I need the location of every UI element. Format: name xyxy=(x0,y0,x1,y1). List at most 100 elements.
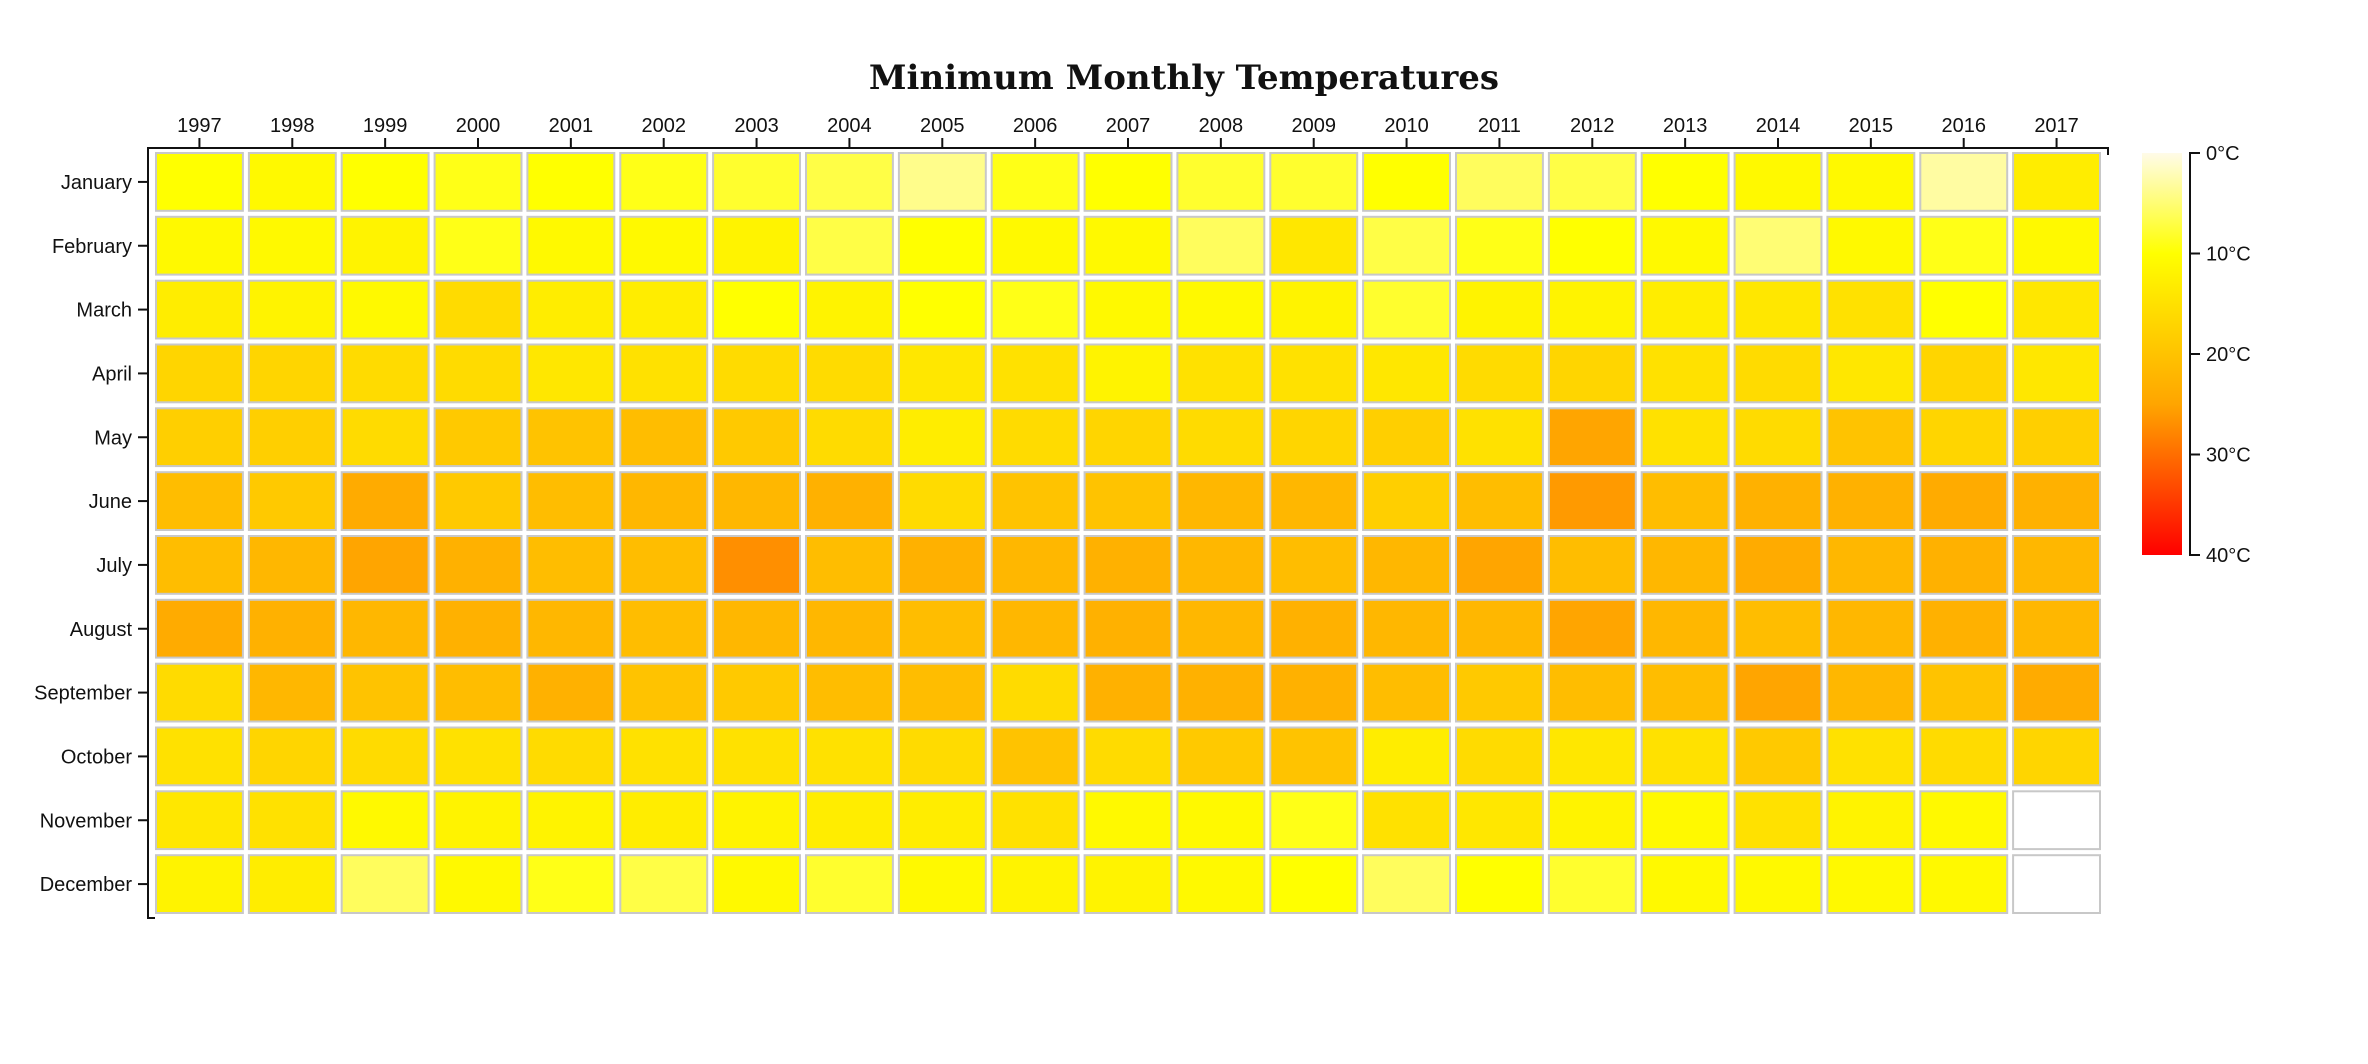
heatmap-cell: November 2007: 11°C xyxy=(1083,790,1173,851)
heatmap-cell: October 2000: 15°C xyxy=(433,726,523,787)
heatmap-cell: November 2009: 9°C xyxy=(1269,790,1359,851)
heatmap-cell: September 2003: 19°C xyxy=(712,662,801,723)
heatmap-cell: February 2016: 9°C xyxy=(1919,215,2009,276)
heatmap-cell: May 2017: 18°C xyxy=(2012,407,2101,468)
heatmap-cell: February 1998: 11°C xyxy=(247,215,337,276)
heatmap-cell: September 2009: 23°C xyxy=(1269,662,1359,723)
x-tick-label: 2006 xyxy=(1013,115,1058,137)
y-tick-label: October xyxy=(61,746,132,768)
heatmap-cell: March 1998: 12°C xyxy=(247,279,337,340)
heatmap-cell: June 2011: 21°C xyxy=(1455,471,1544,532)
heatmap-cell: June 2005: 16°C xyxy=(897,471,987,532)
heatmap-cell: August 2007: 23°C xyxy=(1083,598,1173,659)
x-tick-label: 2016 xyxy=(1941,115,1986,137)
heatmap-cell: July 2017: 22°C xyxy=(2012,535,2101,595)
heatmap-cell: September 2014: 25°C xyxy=(1733,662,1823,723)
heatmap-cell: January 2000: 9°C xyxy=(433,152,523,212)
heatmap-cell: January 2012: 7°C xyxy=(1547,152,1637,212)
heatmap-cell: November 1997: 14°C xyxy=(155,790,244,851)
heatmap-cell: May 2003: 19°C xyxy=(712,407,801,468)
heatmap-cell: July 1998: 22°C xyxy=(247,535,337,595)
y-tick-label: August xyxy=(70,619,133,641)
heatmap-cell: November 2017 xyxy=(2012,790,2101,851)
heatmap-cell: May 2011: 15°C xyxy=(1455,407,1544,468)
x-tick-label: 2010 xyxy=(1384,115,1429,137)
heatmap-cell: February 2012: 10°C xyxy=(1547,215,1637,276)
heatmap-cell: December 2017 xyxy=(2012,854,2101,915)
x-tick-label: 2001 xyxy=(549,115,594,137)
heatmap-cell: April 2015: 14°C xyxy=(1826,343,1916,404)
y-tick-label: June xyxy=(89,491,132,513)
heatmap-cell: April 2002: 15°C xyxy=(619,343,709,404)
heatmap-cell: September 1998: 22°C xyxy=(247,662,337,723)
heatmap-cell: September 2000: 21°C xyxy=(433,662,523,723)
heatmap-cell: September 2005: 21°C xyxy=(897,662,987,723)
heatmap-cell: January 2009: 8°C xyxy=(1269,152,1359,212)
heatmap-cell: April 1997: 17°C xyxy=(155,343,244,404)
heatmap-cell: March 1999: 11°C xyxy=(340,279,430,340)
heatmap-cell: November 2002: 13°C xyxy=(619,790,709,851)
y-tick-label: December xyxy=(40,874,133,896)
heatmap-cell: October 2009: 20°C xyxy=(1269,726,1359,787)
legend-tick-label: 40°C xyxy=(2206,545,2251,567)
heatmap-cell: January 2008: 8°C xyxy=(1176,152,1266,212)
heatmap-cell: February 2015: 11°C xyxy=(1826,215,1916,276)
heatmap-cell: December 2003: 11°C xyxy=(712,854,801,915)
heatmap-cell: August 2001: 22°C xyxy=(526,598,616,659)
heatmap-cell: August 2010: 22°C xyxy=(1362,598,1451,659)
y-tick-label: July xyxy=(96,555,132,577)
heatmap-cell: July 1997: 21°C xyxy=(155,535,244,595)
y-tick-label: March xyxy=(76,300,132,322)
heatmap-cell: January 2007: 10°C xyxy=(1083,152,1173,212)
heatmap-cell: August 2008: 22°C xyxy=(1176,598,1266,659)
heatmap-cell: November 2003: 12°C xyxy=(712,790,801,851)
heatmap-cell: August 2013: 22°C xyxy=(1640,598,1730,659)
heatmap-cell: August 2002: 21°C xyxy=(619,598,709,659)
heatmap-cell: June 1997: 21°C xyxy=(155,471,244,532)
heatmap-cell: September 2001: 23°C xyxy=(526,662,616,723)
x-tick-label: 2005 xyxy=(920,115,965,137)
heatmap-cell: December 2006: 12°C xyxy=(990,854,1080,915)
heatmap-cell: March 2009: 12°C xyxy=(1269,279,1359,340)
heatmap-cell: January 2006: 9°C xyxy=(990,152,1080,212)
heatmap-cell: May 1998: 18°C xyxy=(247,407,337,468)
y-tick-label: May xyxy=(94,427,132,449)
heatmap-cell: January 1998: 11°C xyxy=(247,152,337,212)
heatmap-cell: May 1999: 16°C xyxy=(340,407,430,468)
heatmap-cell: March 2014: 14°C xyxy=(1733,279,1823,340)
heatmap-cell: January 2004: 7°C xyxy=(805,152,894,212)
heatmap-cell: May 2014: 16°C xyxy=(1733,407,1823,468)
heatmap-cell: February 1999: 12°C xyxy=(340,215,430,276)
y-tick-label: April xyxy=(92,363,132,385)
heatmap-cell: November 2012: 12°C xyxy=(1547,790,1637,851)
x-tick-label: 2011 xyxy=(1478,115,1521,137)
heatmap-cell: May 2000: 19°C xyxy=(433,407,523,468)
heatmap-cell: March 2000: 16°C xyxy=(433,279,523,340)
heatmap-cell: August 2016: 23°C xyxy=(1919,598,2009,659)
heatmap-cell: October 2002: 15°C xyxy=(619,726,709,787)
heatmap-cell: April 2014: 16°C xyxy=(1733,343,1823,404)
heatmap-cell: October 2003: 15°C xyxy=(712,726,801,787)
heatmap-cell: February 2005: 10°C xyxy=(897,215,987,276)
heatmap-cell: October 2001: 16°C xyxy=(526,726,616,787)
heatmap-cell: October 2017: 17°C xyxy=(2012,726,2101,787)
heatmap-cell: December 2004: 8°C xyxy=(805,854,894,915)
heatmap-cell: November 2016: 11°C xyxy=(1919,790,2009,851)
heatmap-cell: April 2008: 15°C xyxy=(1176,343,1266,404)
x-tick-label: 2002 xyxy=(641,115,686,137)
y-tick-label: September xyxy=(34,683,132,705)
color-legend: 0°C 10°C 20°C 30°C 40°C xyxy=(2142,143,2251,567)
heatmap-cell: April 2000: 16°C xyxy=(433,343,523,404)
heatmap-cell: December 2008: 11°C xyxy=(1176,854,1266,915)
heatmap-cell: September 2008: 23°C xyxy=(1176,662,1266,723)
heatmap-cell: February 2000: 9°C xyxy=(433,215,523,276)
heatmap-cell: December 2015: 11°C xyxy=(1826,854,1916,915)
heatmap-cell: April 2001: 14°C xyxy=(526,343,616,404)
heatmap-cell: September 2012: 21°C xyxy=(1547,662,1637,723)
heatmap-cell: February 2014: 5°C xyxy=(1733,215,1823,276)
heatmap-cell: January 2010: 10°C xyxy=(1362,152,1451,212)
heatmap-cell: June 2002: 22°C xyxy=(619,471,709,532)
heatmap-cell: May 2002: 21°C xyxy=(619,407,709,468)
heatmap-cell: February 2013: 11°C xyxy=(1640,215,1730,276)
x-tick-label: 1997 xyxy=(177,115,222,137)
